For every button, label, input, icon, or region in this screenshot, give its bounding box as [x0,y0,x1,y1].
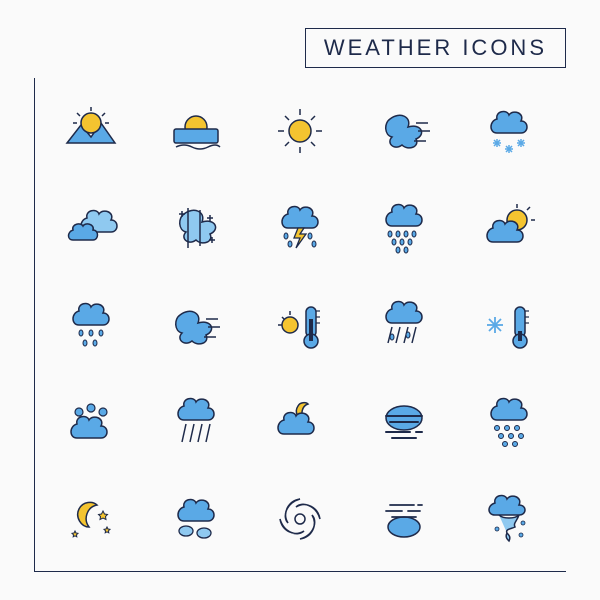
windy-cloud-icon [164,293,228,357]
clear-night-icon [59,487,123,551]
fog-icon [372,390,436,454]
cold-thermometer-icon [477,293,541,357]
title-text: WEATHER ICONS [324,35,547,60]
mist-icon [372,487,436,551]
light-snow-icon [477,390,541,454]
hot-thermometer-icon [268,293,332,357]
blizzard-icon [164,196,228,260]
cloudy-icon [59,196,123,260]
hail-icon [59,390,123,454]
drizzle-icon [59,293,123,357]
night-cloudy-icon [268,390,332,454]
rain-showers-icon [164,390,228,454]
snow-icon [477,99,541,163]
icon-grid [48,92,552,558]
sleet-icon [372,293,436,357]
sun-icon [268,99,332,163]
title-box: WEATHER ICONS [305,28,566,68]
hurricane-icon [268,487,332,551]
sunset-water-icon [164,99,228,163]
sunrise-mountains-icon [59,99,123,163]
overcast-icon [164,487,228,551]
heavy-rain-icon [372,196,436,260]
thunderstorm-icon [268,196,332,260]
tornado-icon [477,487,541,551]
wind-icon [372,99,436,163]
partly-cloudy-icon [477,196,541,260]
